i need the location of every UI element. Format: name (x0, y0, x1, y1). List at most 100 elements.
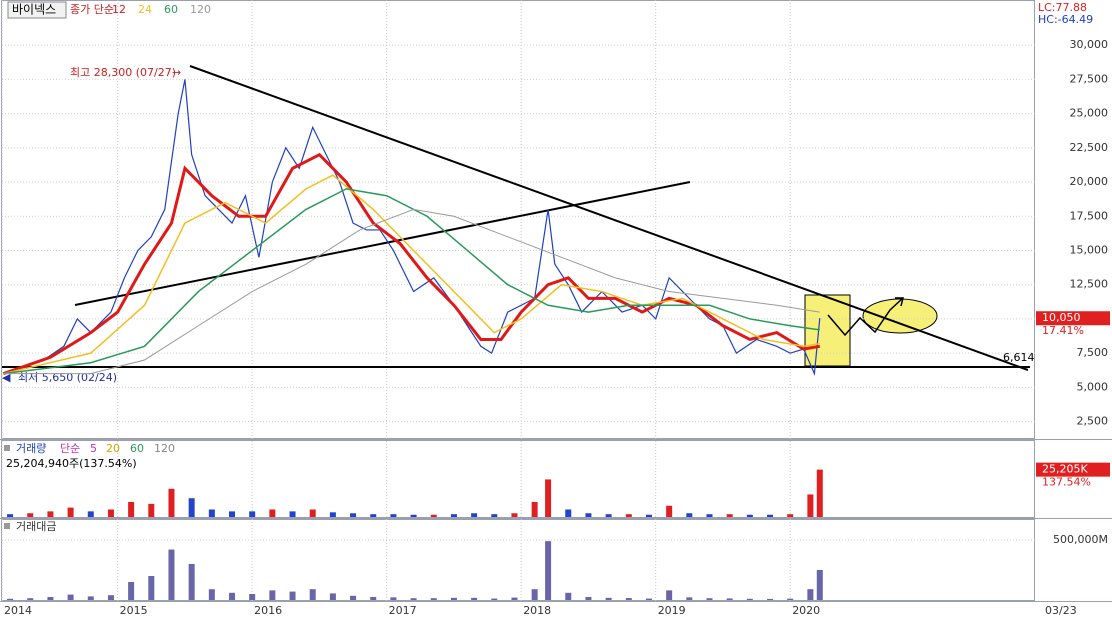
bar (289, 511, 296, 517)
panel-icon (4, 445, 10, 451)
bar (87, 596, 94, 600)
current-change: 17.41% (1042, 324, 1084, 337)
bar (7, 514, 14, 517)
low-label: 최저 5,650 (02/24) (18, 371, 117, 384)
current-price-box (1036, 311, 1110, 326)
bar (309, 509, 316, 517)
target-ellipse (862, 298, 938, 334)
arrow-head (895, 297, 904, 307)
bar (128, 501, 135, 517)
bar (410, 514, 417, 517)
bar (726, 598, 733, 600)
volume-frame (1, 440, 1035, 518)
x-tick-label: 2014 (4, 604, 32, 617)
y-tick-label: 25,000 (1070, 107, 1109, 120)
volume-info: 25,204,940주(137.54%) (6, 457, 137, 470)
legend-entry: 60 (130, 442, 144, 455)
bar (269, 509, 276, 517)
x-tick-label: 2017 (389, 604, 417, 617)
x-tick-label: 2015 (120, 604, 148, 617)
bar (229, 592, 236, 600)
bar (706, 514, 713, 517)
bar (686, 513, 693, 517)
bar (27, 513, 34, 517)
y-tick-label: 20,000 (1070, 175, 1109, 188)
bar (491, 598, 498, 600)
bar (666, 590, 673, 600)
bar (565, 592, 572, 600)
panel-frames (0, 0, 1112, 602)
current-volume-box (1036, 462, 1110, 477)
bar (27, 598, 34, 600)
bar (309, 589, 316, 600)
bar (585, 513, 592, 517)
bar (450, 597, 457, 600)
bar (726, 514, 733, 517)
bar (168, 488, 175, 517)
bar (208, 509, 215, 517)
bar (390, 597, 397, 600)
legend-entry: 24 (138, 3, 152, 16)
y-tick-label: 15,000 (1070, 243, 1109, 256)
bar (430, 514, 437, 517)
projection-arrow (827, 297, 904, 337)
high-arrow: → (172, 66, 181, 79)
bar (767, 514, 774, 517)
lc: LC:77.88 (1038, 1, 1087, 14)
bar (585, 596, 592, 600)
price-line (3, 79, 821, 377)
bar (706, 598, 713, 600)
bar (350, 595, 357, 600)
resistance-line (189, 65, 1029, 371)
bar (168, 549, 175, 600)
y-tick-label: 12,500 (1070, 278, 1109, 291)
bar (208, 589, 215, 600)
current-price-label: 10,050 (1042, 311, 1081, 324)
bar (666, 505, 673, 517)
bar (605, 514, 612, 517)
bar (87, 511, 94, 517)
level-label: 6,614 (1003, 351, 1035, 364)
bar (370, 514, 377, 517)
bar (625, 514, 632, 517)
bar (289, 591, 296, 600)
bar (605, 597, 612, 600)
bar (329, 593, 336, 600)
bar (511, 513, 518, 517)
bar (787, 598, 794, 600)
x-tick-label: 2020 (792, 604, 820, 617)
bar (47, 596, 54, 600)
bar (645, 598, 652, 600)
x-tick-label: 2016 (254, 604, 282, 617)
bar (746, 514, 753, 517)
legend-entry: 12 (112, 3, 126, 16)
bar (67, 594, 74, 600)
bar (531, 501, 538, 517)
date-label: 03/23 (1045, 604, 1077, 617)
high-label: 최고 28,300 (07/27) (70, 66, 176, 79)
bar (249, 593, 256, 600)
legend-entry: 120 (154, 442, 175, 455)
legend-entry: 20 (106, 442, 120, 455)
panel-icon (4, 523, 10, 529)
amount-frame (1, 519, 1035, 601)
bar (67, 507, 74, 517)
legend-entry: 120 (190, 3, 211, 16)
legend-entry: 60 (164, 3, 178, 16)
support-line (74, 181, 691, 306)
bar (188, 563, 195, 600)
moving-average (3, 174, 820, 375)
moving-average (3, 188, 820, 375)
y-tick-label: 2,500 (1077, 415, 1109, 428)
bar (269, 590, 276, 600)
bar (746, 598, 753, 600)
bar (410, 598, 417, 600)
y-tick-label: 17,500 (1070, 209, 1109, 222)
bar (767, 598, 774, 600)
highlight-box (804, 294, 851, 367)
bar (491, 514, 498, 517)
bar (47, 511, 54, 517)
volume-title: 거래량 (16, 442, 46, 455)
bar (531, 589, 538, 600)
